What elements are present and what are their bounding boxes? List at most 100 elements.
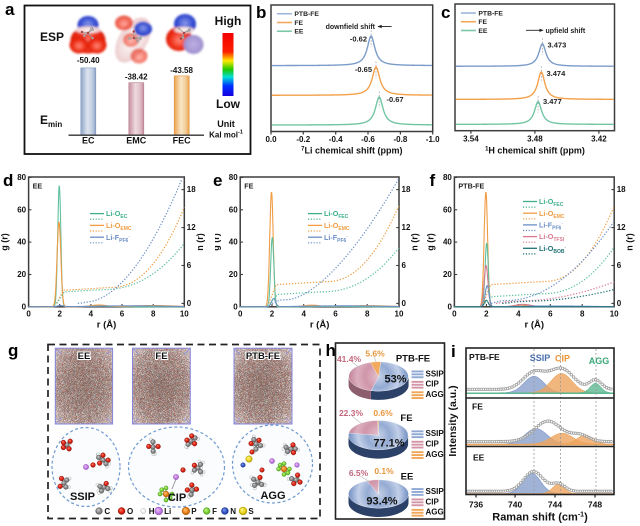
svg-text:AGG: AGG (426, 390, 444, 399)
svg-text:80: 80 (17, 173, 26, 182)
svg-text:6: 6 (187, 261, 192, 270)
svg-text:10: 10 (180, 309, 189, 318)
svg-text:6: 6 (333, 309, 338, 318)
svg-text:40: 40 (17, 238, 26, 247)
svg-text:EC: EC (82, 136, 95, 146)
svg-text:Li-OFEC: Li-OFEC (539, 197, 564, 208)
svg-text:PTB-FE: PTB-FE (469, 352, 500, 362)
svg-text:3.477: 3.477 (543, 97, 562, 106)
svg-text:Li-FPF6-: Li-FPF6- (324, 233, 348, 244)
svg-text:Li: Li (164, 507, 171, 516)
svg-text:20: 20 (443, 270, 452, 279)
svg-text:12: 12 (617, 223, 626, 232)
svg-text:3.48: 3.48 (527, 135, 543, 144)
svg-text:PTB-FE: PTB-FE (458, 182, 484, 191)
svg-text:O: O (127, 507, 133, 516)
svg-text:ESP: ESP (40, 30, 64, 44)
svg-text:1H chemical shift (ppm): 1H chemical shift (ppm) (485, 146, 585, 156)
svg-text:12: 12 (187, 223, 196, 232)
svg-text:3.473: 3.473 (548, 41, 567, 50)
svg-text:80: 80 (443, 173, 452, 182)
svg-text:C: C (104, 507, 110, 516)
svg-text:80: 80 (229, 173, 238, 182)
svg-text:EE: EE (294, 29, 304, 36)
svg-text:2: 2 (270, 309, 275, 318)
svg-text:FE: FE (294, 20, 303, 27)
svg-text:-0.65: -0.65 (355, 65, 372, 74)
svg-text:EE: EE (33, 182, 43, 191)
svg-text:r (Å): r (Å) (310, 319, 330, 330)
svg-text:CIP: CIP (426, 380, 440, 389)
svg-text:PTB-FE: PTB-FE (396, 354, 430, 365)
svg-text:F: F (212, 507, 217, 516)
svg-text:0: 0 (447, 302, 452, 311)
svg-text:2: 2 (57, 309, 62, 318)
svg-text:93.4%: 93.4% (366, 496, 397, 508)
svg-text:Raman shift (cm-1): Raman shift (cm-1) (492, 512, 588, 524)
svg-text:6.5%: 6.5% (349, 468, 369, 478)
svg-text:60: 60 (17, 205, 26, 214)
svg-text:0: 0 (617, 299, 622, 308)
svg-text:77.1%: 77.1% (373, 438, 404, 450)
svg-text:18: 18 (187, 185, 196, 194)
svg-text:53%: 53% (384, 374, 406, 386)
svg-text:-43.58: -43.58 (170, 66, 193, 75)
svg-text:6: 6 (617, 261, 622, 270)
svg-text:6: 6 (120, 309, 125, 318)
svg-text:n (r): n (r) (410, 233, 420, 251)
svg-text:-0.4: -0.4 (329, 135, 343, 144)
svg-text:744: 744 (548, 500, 562, 510)
svg-text:FE: FE (155, 351, 167, 362)
svg-text:EE: EE (473, 453, 485, 463)
svg-text:10: 10 (610, 309, 619, 318)
svg-text:4: 4 (301, 309, 306, 318)
svg-text:upfield shift: upfield shift (546, 28, 586, 35)
svg-text:Li-FPF6-: Li-FPF6- (539, 221, 563, 232)
svg-text:FE: FE (400, 413, 412, 424)
svg-text:0: 0 (22, 302, 27, 311)
svg-text:0.0: 0.0 (265, 135, 277, 144)
svg-text:Li-FPF6-: Li-FPF6- (106, 233, 130, 244)
svg-text:P: P (191, 507, 197, 516)
svg-text:N: N (230, 507, 236, 516)
svg-text:6: 6 (402, 261, 407, 270)
svg-text:r (Å): r (Å) (525, 319, 545, 330)
svg-text:SSIP: SSIP (530, 353, 551, 363)
svg-text:Li-OEMC: Li-OEMC (106, 221, 132, 232)
svg-text:PTB-FE: PTB-FE (294, 11, 319, 18)
svg-text:736: 736 (469, 500, 483, 510)
svg-text:Low: Low (216, 97, 241, 111)
svg-text:40: 40 (443, 238, 452, 247)
svg-text:Li-OEMC: Li-OEMC (324, 221, 350, 232)
svg-text:0.1%: 0.1% (374, 466, 394, 476)
svg-text:5.6%: 5.6% (365, 349, 385, 359)
svg-text:0: 0 (402, 299, 407, 308)
svg-text:CIP: CIP (168, 492, 186, 504)
svg-text:Li-OTFSI-: Li-OTFSI- (539, 232, 566, 243)
svg-text:High: High (215, 14, 242, 28)
svg-text:n (r): n (r) (195, 233, 205, 251)
svg-text:2: 2 (484, 309, 489, 318)
svg-text:22.3%: 22.3% (339, 408, 364, 418)
svg-text:12: 12 (402, 223, 411, 232)
svg-text:Unit: Unit (217, 119, 235, 129)
svg-text:0: 0 (26, 309, 31, 318)
svg-text:Li-OEC: Li-OEC (106, 209, 128, 220)
svg-text:PTB-FE: PTB-FE (246, 351, 280, 362)
svg-text:EE: EE (401, 472, 414, 483)
svg-text:8: 8 (151, 309, 156, 318)
svg-text:FE: FE (244, 182, 253, 191)
svg-text:S: S (248, 507, 254, 516)
svg-text:AGG: AGG (589, 356, 610, 366)
svg-text:g (r): g (r) (0, 233, 10, 251)
svg-text:EE: EE (78, 351, 91, 362)
svg-text:20: 20 (229, 270, 238, 279)
svg-text:Kal mol-1: Kal mol-1 (209, 130, 243, 140)
svg-text:SSIP: SSIP (426, 369, 445, 378)
svg-text:-50.40: -50.40 (77, 56, 100, 65)
svg-text:-1.0: -1.0 (426, 135, 440, 144)
svg-text:EMC: EMC (126, 136, 147, 146)
svg-text:FEC: FEC (173, 136, 192, 146)
svg-text:-0.8: -0.8 (394, 135, 408, 144)
svg-text:3.54: 3.54 (463, 135, 479, 144)
